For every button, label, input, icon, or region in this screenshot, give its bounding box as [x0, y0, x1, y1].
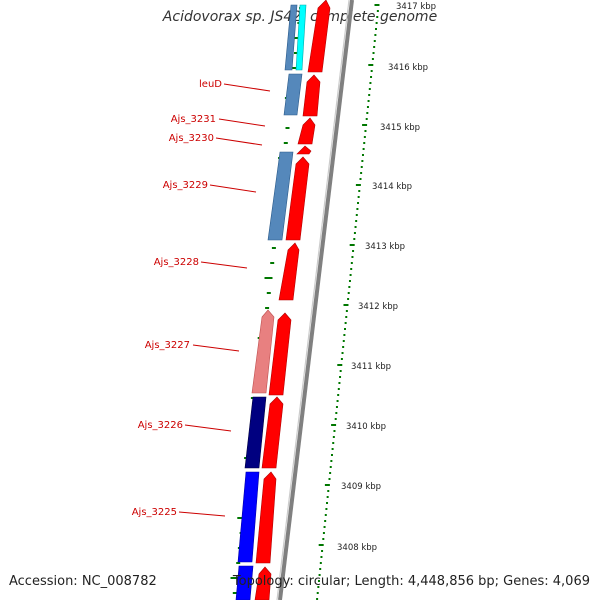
scale-labels: 3417 kbp 3416 kbp 3415 kbp 3414 kbp 3413… — [337, 2, 436, 553]
gene-forward-3 — [285, 156, 310, 241]
scale-label: 3414 kbp — [372, 182, 412, 192]
gene-forward-2 — [302, 74, 321, 117]
scale-label: 3417 kbp — [396, 2, 436, 12]
gene-label-Ajs_3231: Ajs_3231 — [171, 114, 216, 125]
gene-label-leuD: leuD — [199, 79, 222, 90]
accession-text: Accession: NC_008782 — [9, 574, 157, 589]
gene-leuD — [283, 73, 303, 116]
gene-labels: leuD Ajs_3231 Ajs_3230 Ajs_3229 Ajs_3228… — [132, 79, 223, 518]
gene-forward-bottom — [254, 566, 272, 600]
genome-backbone — [278, 0, 354, 600]
gene-forward-5 — [261, 396, 284, 469]
callout-line-Ajs_3226 — [184, 424, 232, 432]
forward-strand-genes — [251, 0, 331, 600]
gene-label-Ajs_3230: Ajs_3230 — [169, 133, 214, 144]
gene-Ajs_3228 — [278, 242, 300, 301]
gene-label-Ajs_3225: Ajs_3225 — [132, 507, 177, 518]
gene-label-Ajs_3228: Ajs_3228 — [154, 257, 199, 268]
gene-label-Ajs_3226: Ajs_3226 — [138, 420, 183, 431]
scale-label: 3410 kbp — [346, 422, 386, 432]
scale-label: 3409 kbp — [341, 482, 381, 492]
gene-reverse-top-cyan — [295, 4, 307, 71]
gene-Ajs_3229 — [267, 151, 294, 241]
scale-label: 3413 kbp — [365, 242, 405, 252]
gene-callout-lines — [178, 83, 271, 517]
gene-label-Ajs_3227: Ajs_3227 — [145, 340, 190, 351]
callout-line-Ajs_3231 — [218, 118, 266, 127]
outer-scale-track — [316, 4, 380, 600]
scale-label: 3415 kbp — [380, 123, 420, 133]
gene-label-Ajs_3229: Ajs_3229 — [163, 180, 208, 191]
gene-Ajs_3231 — [297, 117, 316, 145]
gene-Ajs_3227-light — [251, 309, 275, 394]
gene-Ajs_3230 — [296, 145, 312, 155]
gene-forward-top — [307, 0, 331, 73]
gene-forward-6 — [255, 471, 277, 564]
gene-Ajs_3226 — [244, 396, 267, 469]
callout-line-leuD — [223, 83, 271, 92]
scale-label: 3412 kbp — [358, 302, 398, 312]
reverse-strand-genes — [235, 4, 307, 600]
gene-Ajs_3225 — [237, 471, 260, 563]
gene-reverse-bottom — [235, 565, 254, 600]
gene-reverse-top-light — [284, 4, 298, 71]
gene-forward-4 — [268, 312, 292, 396]
genome-backbone-highlight — [276, 0, 350, 600]
callout-line-Ajs_3230 — [215, 137, 263, 146]
callout-line-Ajs_3227 — [192, 344, 240, 352]
genome-summary-text: Topology: circular; Length: 4,448,856 bp… — [232, 574, 590, 589]
scale-label: 3408 kbp — [337, 543, 377, 553]
callout-line-Ajs_3229 — [209, 184, 257, 193]
callout-line-Ajs_3225 — [178, 511, 226, 517]
scale-label: 3411 kbp — [351, 362, 391, 372]
callout-line-Ajs_3228 — [200, 261, 248, 269]
scale-label: 3416 kbp — [388, 63, 428, 73]
